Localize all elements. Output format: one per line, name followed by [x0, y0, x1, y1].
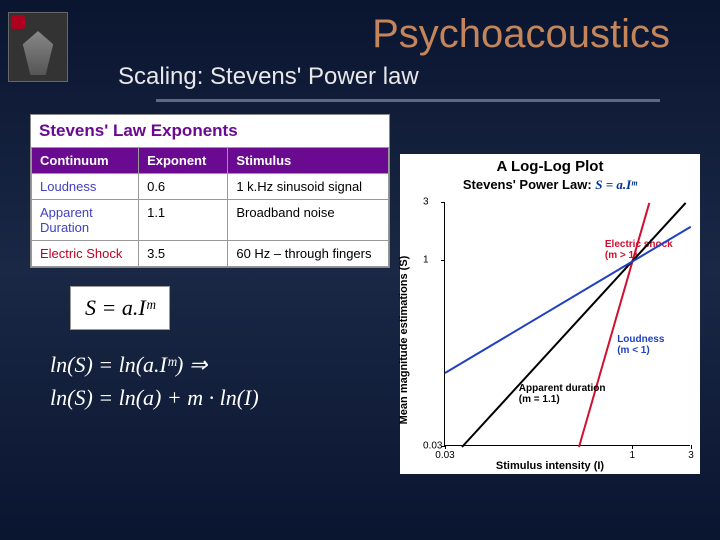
slide-subtitle: Scaling: Stevens' Power law	[78, 63, 700, 91]
table-row: Apparent Duration1.1Broadband noise	[32, 200, 389, 241]
chart-series-line	[461, 202, 686, 447]
chart-series-label: Apparent duration(m = 1.1)	[519, 383, 606, 405]
chart-plot-area: 0.03130.0313Electric shock(m > 1)Apparen…	[444, 202, 690, 446]
loglog-chart: A Log-Log Plot Stevens' Power Law: S = a…	[400, 154, 700, 474]
table-row: Electric Shock3.560 Hz – through fingers	[32, 241, 389, 267]
col-stimulus: Stimulus	[228, 148, 389, 174]
power-law-equation: S = a.Iᵐ	[70, 286, 170, 330]
divider	[156, 99, 660, 102]
table-title: Stevens' Law Exponents	[31, 115, 389, 147]
chart-title: A Log-Log Plot	[400, 154, 700, 175]
table-row: Loudness0.61 k.Hz sinusoid signal	[32, 174, 389, 200]
col-continuum: Continuum	[32, 148, 139, 174]
header: Psychoacoustics Scaling: Stevens' Power …	[0, 0, 720, 102]
chart-subtitle: Stevens' Power Law: S = a.Iᵐ	[400, 175, 700, 197]
exponents-table: Stevens' Law Exponents Continuum Exponen…	[30, 114, 390, 268]
institution-logo	[8, 12, 68, 82]
col-exponent: Exponent	[139, 148, 228, 174]
chart-xlabel: Stimulus intensity (I)	[400, 460, 700, 472]
slide-title: Psychoacoustics	[78, 12, 700, 57]
content-area: Stevens' Law Exponents Continuum Exponen…	[0, 102, 720, 474]
log-derivation: ln(S) = ln(a.Iᵐ) ⇒ ln(S) = ln(a) + m · l…	[50, 348, 390, 414]
chart-series-label: Loudness(m < 1)	[617, 334, 664, 356]
